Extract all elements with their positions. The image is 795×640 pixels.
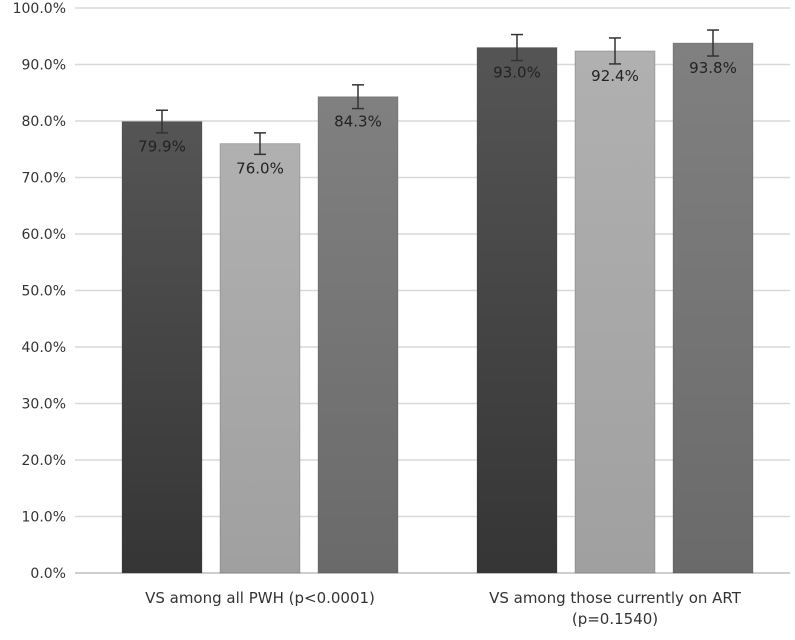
data-label: 84.3% [334,113,382,131]
y-tick-label: 70.0% [22,171,66,187]
y-tick-label: 100.0% [13,1,66,17]
data-label: 76.0% [236,160,284,178]
x-category-label: VS among those currently on ART [489,589,742,607]
bar [574,50,656,574]
y-tick-label: 0.0% [30,566,66,582]
bar [121,121,203,574]
y-tick-label: 30.0% [22,397,66,413]
bar [476,47,558,574]
bar [219,143,301,574]
y-tick-label: 50.0% [22,284,66,300]
data-label: 79.9% [138,138,186,156]
bar [672,42,754,574]
y-tick-label: 90.0% [22,58,66,74]
y-tick-label: 10.0% [22,510,66,526]
y-tick-label: 60.0% [22,227,66,243]
x-category-label: VS among all PWH (p<0.0001) [145,589,375,607]
data-label: 93.8% [689,59,737,77]
bar [317,96,399,574]
data-label: 93.0% [493,64,541,82]
y-tick-label: 20.0% [22,453,66,469]
y-tick-label: 80.0% [22,114,66,130]
y-tick-label: 40.0% [22,340,66,356]
x-category-label: (p=0.1540) [572,610,658,628]
data-label: 92.4% [591,67,639,85]
